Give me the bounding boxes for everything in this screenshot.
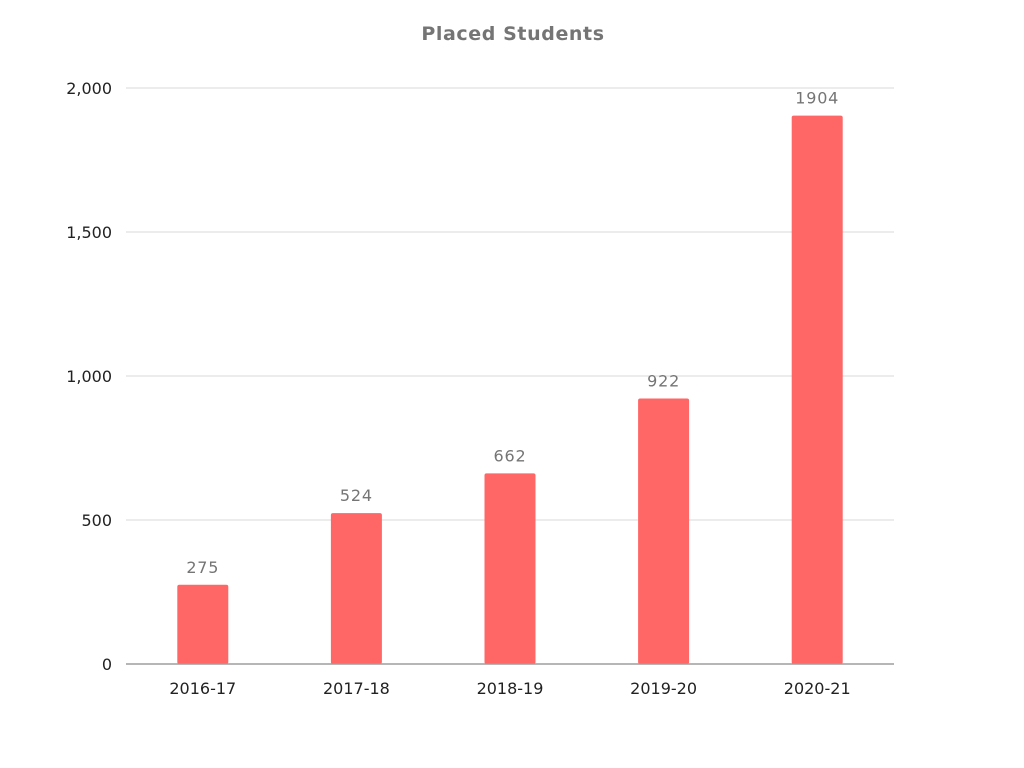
bar-2018-19 <box>484 473 536 664</box>
bar-2016-17 <box>177 584 229 664</box>
x-tick-label: 2017-18 <box>323 679 390 698</box>
y-tick-label: 2,000 <box>66 79 112 98</box>
data-label: 922 <box>647 371 680 390</box>
data-labels: 275 524 662 922 1904 <box>186 89 839 577</box>
chart-title: Placed Students <box>421 23 604 45</box>
y-tick-label: 1,000 <box>66 367 112 386</box>
data-label: 1904 <box>795 89 839 108</box>
x-axis-ticks: 2016-17 2017-18 2018-19 2019-20 2020-21 <box>169 679 850 698</box>
y-axis-ticks: 0 500 1,000 1,500 2,000 <box>66 79 112 674</box>
y-tick-label: 500 <box>81 511 112 530</box>
data-label: 662 <box>494 446 527 465</box>
bar-2019-20 <box>638 398 690 664</box>
bar-2020-21 <box>791 115 843 664</box>
data-label: 524 <box>340 486 373 505</box>
x-tick-label: 2020-21 <box>784 679 851 698</box>
y-tick-label: 0 <box>102 655 112 674</box>
data-label: 275 <box>186 558 219 577</box>
x-tick-label: 2019-20 <box>630 679 697 698</box>
bar-2017-18 <box>330 513 382 664</box>
x-tick-label: 2018-19 <box>477 679 544 698</box>
bars <box>177 115 843 664</box>
y-tick-label: 1,500 <box>66 223 112 242</box>
x-tick-label: 2016-17 <box>169 679 236 698</box>
